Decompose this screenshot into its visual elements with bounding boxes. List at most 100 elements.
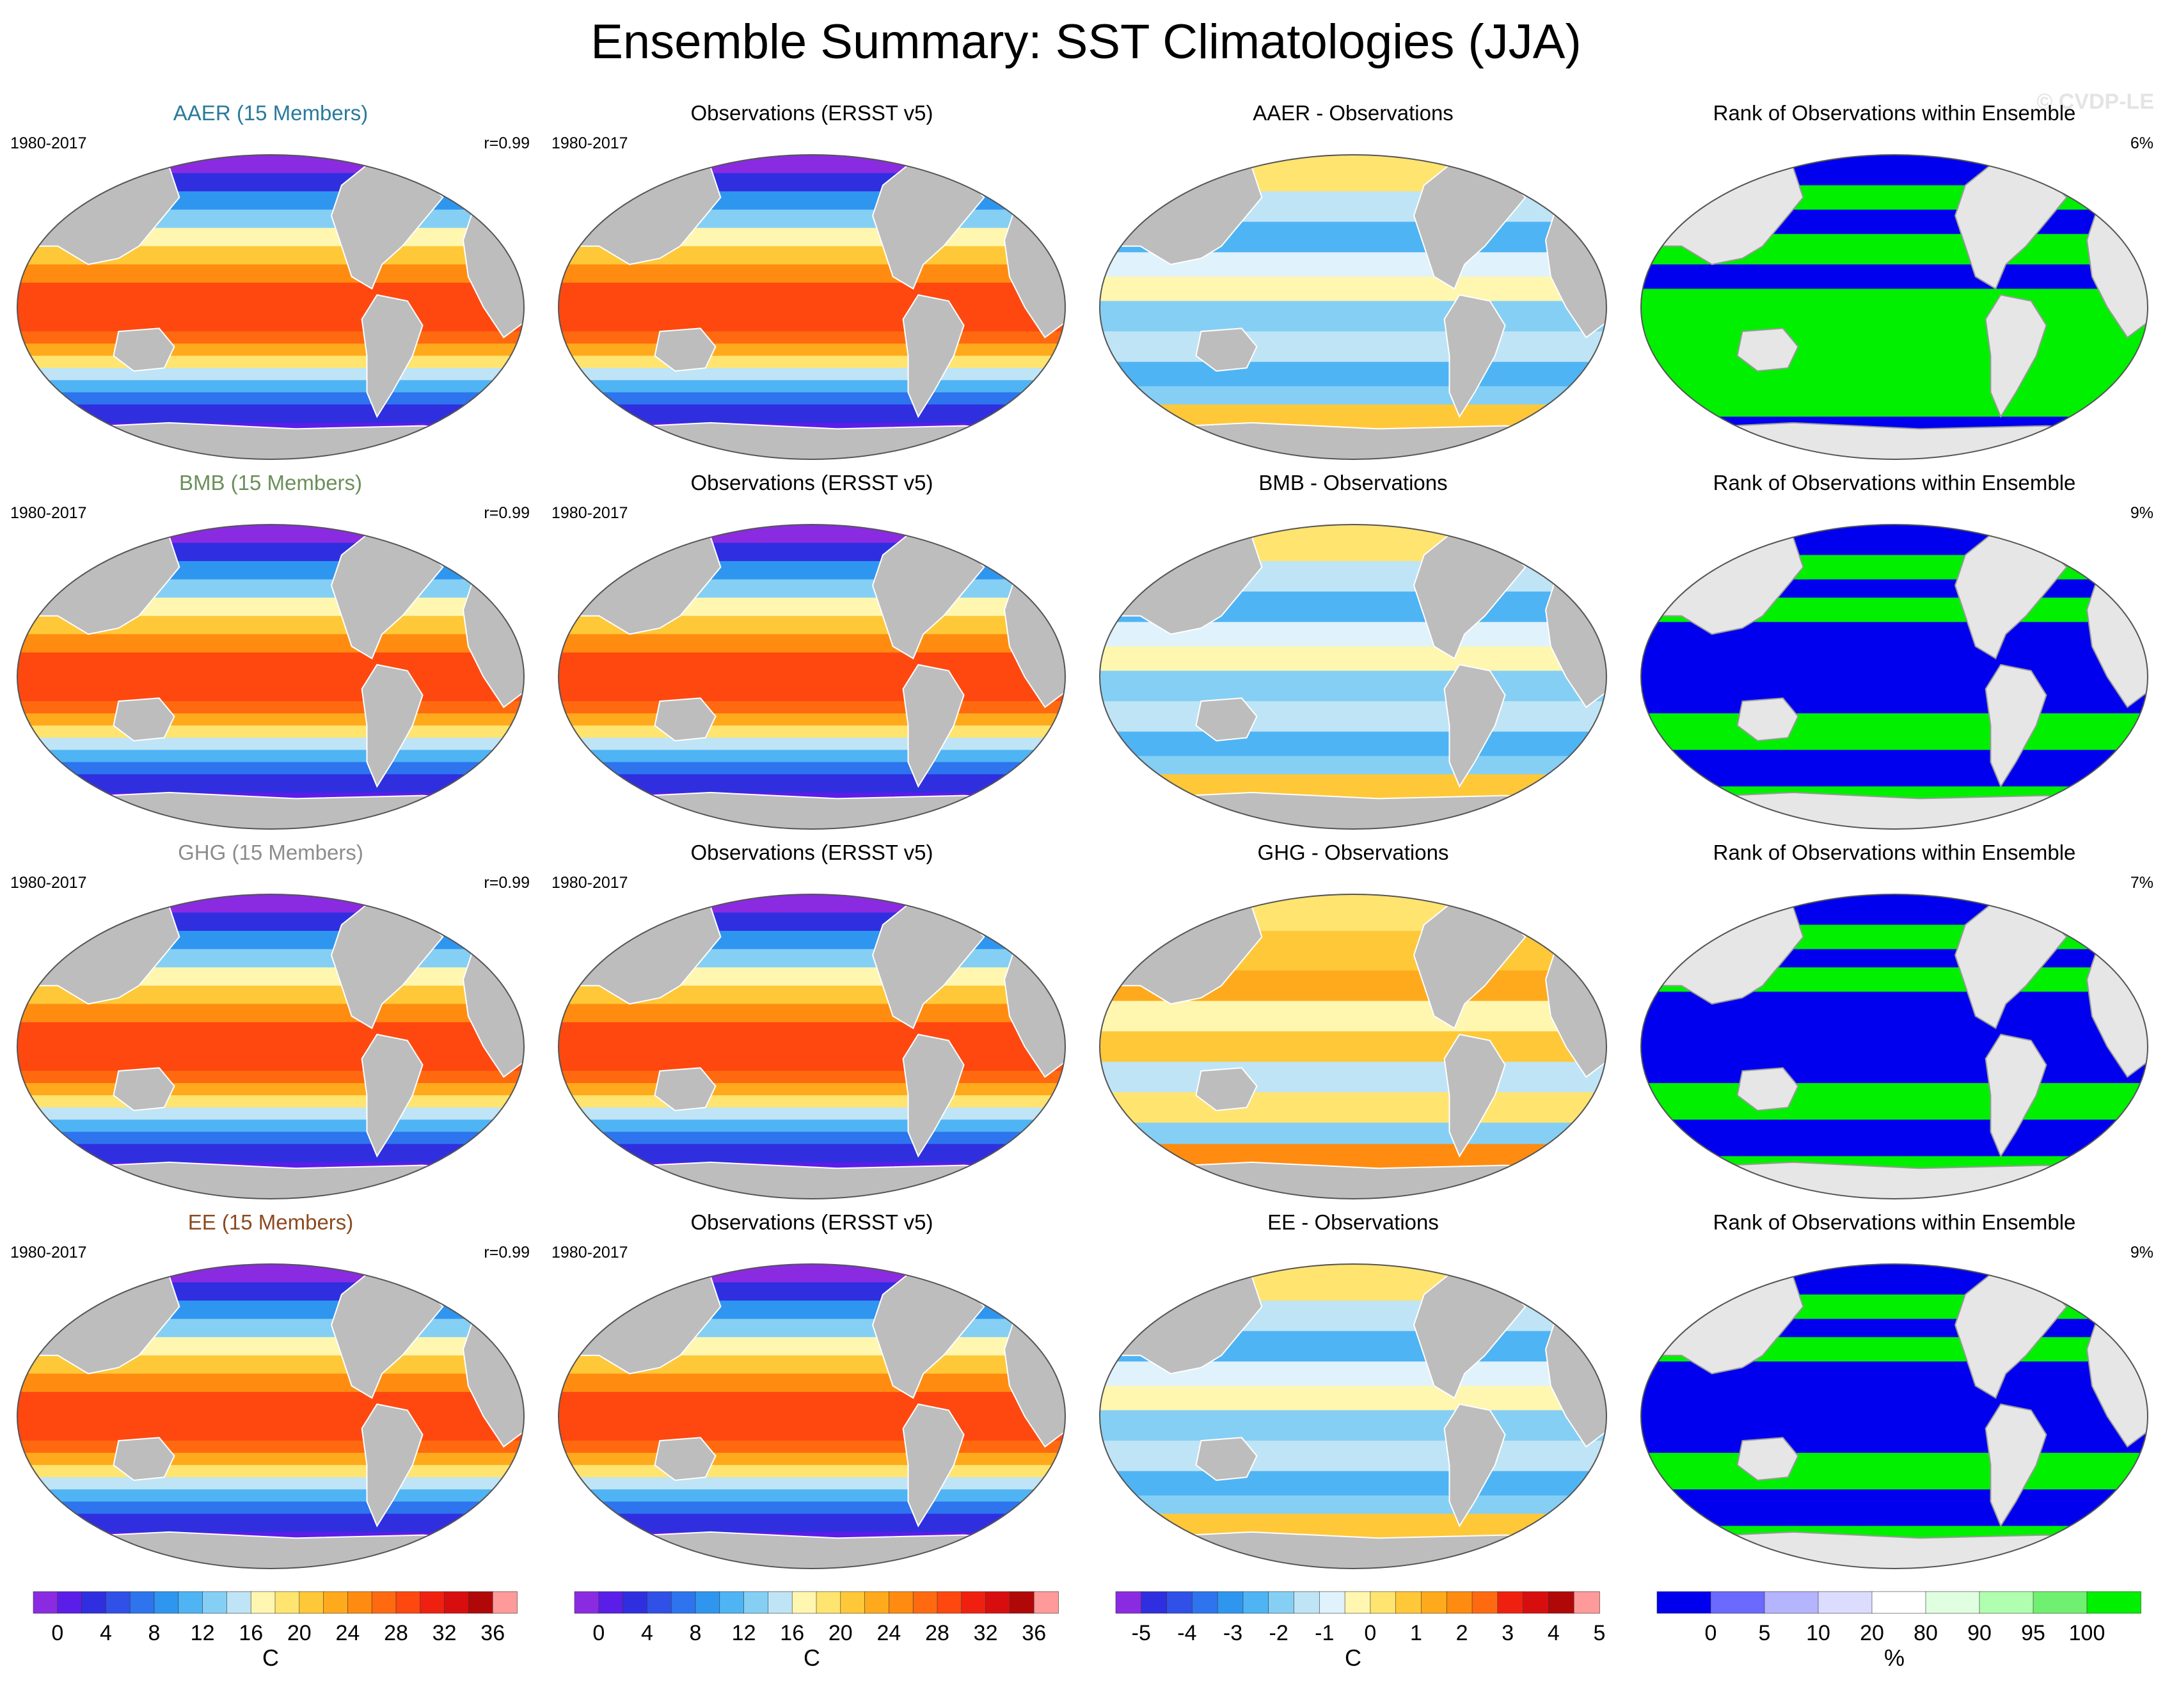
- colorbar-swatch: [1370, 1591, 1397, 1614]
- colorbar-tick-label: 16: [780, 1621, 804, 1645]
- field-band: [559, 1083, 1065, 1096]
- map-panel-diff: AAER - Observations: [1082, 96, 1624, 466]
- field-band: [17, 1264, 524, 1283]
- field-band: [17, 356, 524, 369]
- map-outline: [17, 524, 525, 830]
- field-band: [17, 1422, 524, 1442]
- colorbar-swatch: [1115, 1591, 1142, 1614]
- colorbar-sst: 0 4 8 12 16 20 24 28 32 36 C: [0, 1580, 541, 1708]
- field-band: [1100, 1264, 1606, 1302]
- land-mass: [583, 1531, 1056, 1569]
- field-band: [17, 1022, 524, 1054]
- field-band: [1641, 1453, 2148, 1491]
- field-band: [559, 912, 1065, 932]
- field-band: [1100, 404, 1606, 430]
- colorbar-swatch: [743, 1591, 769, 1614]
- colorbar-unit-label: C: [262, 1645, 279, 1671]
- colorbar-swatch: [1979, 1591, 2034, 1614]
- colorbar-tick-label: 24: [335, 1621, 360, 1645]
- colorbar-swatch: [1217, 1591, 1244, 1614]
- field-band: [17, 1119, 524, 1133]
- land-mass: [654, 697, 717, 742]
- colorbar-tick-label: 0: [51, 1621, 63, 1645]
- land-mass: [113, 1437, 175, 1482]
- map-field: [559, 155, 1065, 459]
- land-mass: [361, 1033, 424, 1158]
- period-label: 1980-2017: [551, 1244, 628, 1261]
- colorbar-swatch: [2033, 1591, 2088, 1614]
- field-band: [17, 282, 524, 314]
- field-band: [1100, 701, 1606, 732]
- field-band: [1641, 1489, 2148, 1527]
- colorbar-swatch: [1497, 1591, 1524, 1614]
- field-band: [1641, 289, 2148, 418]
- map-outline: [1099, 154, 1607, 460]
- field-band: [1100, 301, 1606, 333]
- land-mass: [361, 1403, 424, 1528]
- colorbar-tick-label: 10: [1806, 1621, 1830, 1645]
- world-map: [558, 1263, 1066, 1569]
- field-band: [1100, 1144, 1606, 1169]
- colorbar-swatch: [1395, 1591, 1422, 1614]
- field-band: [17, 1465, 524, 1478]
- field-band: [1100, 894, 1606, 932]
- map-outline: [1640, 1263, 2148, 1569]
- colorbar-swatch: [1871, 1591, 1926, 1614]
- map-field: [17, 894, 524, 1199]
- field-band: [559, 1501, 1065, 1515]
- colorbar-tick-label: 0: [592, 1621, 605, 1645]
- field-band: [17, 1004, 524, 1023]
- colorbar-tick-label: 24: [876, 1621, 901, 1645]
- map-panel-diff: GHG - Observations: [1082, 835, 1624, 1205]
- colorbar-swatch: [2086, 1591, 2141, 1614]
- colorbar-tick-label: 20: [287, 1621, 312, 1645]
- map-panel-rank: Rank of Observations within Ensemble 9%: [1624, 1205, 2165, 1575]
- field-band: [559, 683, 1065, 702]
- world-map: [17, 894, 525, 1199]
- colorbar-swatch: [1141, 1591, 1168, 1614]
- field-band: [559, 380, 1065, 393]
- field-band: [559, 282, 1065, 314]
- land-mass: [654, 1437, 717, 1482]
- colorbar-swatch: [937, 1591, 962, 1614]
- colorbar-swatch: [961, 1591, 987, 1614]
- field-band: [559, 750, 1065, 763]
- colorbar-swatch: [1764, 1591, 1819, 1614]
- world-map: [1640, 524, 2148, 830]
- land-mass: [902, 294, 965, 418]
- field-band: [1641, 713, 2148, 751]
- colorbar-swatch: [670, 1591, 696, 1614]
- land-mass: [902, 663, 965, 788]
- colorbar-swatch: [574, 1591, 599, 1614]
- period-label: 1980-2017: [10, 134, 87, 152]
- colorbar-diff: -5 -4 -3 -2 -1 0 1 2 3 4 5 C: [1082, 1580, 1624, 1708]
- map-outline: [1640, 894, 2148, 1199]
- field-band: [1100, 731, 1606, 757]
- panel-title: Rank of Observations within Ensemble: [1713, 101, 2076, 125]
- field-band: [17, 738, 524, 751]
- field-band: [559, 725, 1065, 739]
- map-panel-rank: Rank of Observations within Ensemble 9%: [1624, 466, 2165, 835]
- land-mass: [902, 1403, 965, 1528]
- field-band: [17, 713, 524, 727]
- colorbar-swatch: [226, 1591, 251, 1614]
- field-band: [559, 542, 1065, 562]
- land-mass: [361, 294, 424, 418]
- land-mass: [1666, 1531, 2138, 1569]
- field-band: [559, 392, 1065, 406]
- field-band: [559, 894, 1065, 913]
- field-band: [559, 701, 1065, 715]
- field-band: [559, 525, 1065, 544]
- field-band: [559, 1022, 1065, 1054]
- map-outline: [1099, 1263, 1607, 1569]
- colorbar-swatch: [347, 1591, 373, 1614]
- colorbar-tick-label: 12: [732, 1621, 756, 1645]
- field-band: [1100, 276, 1606, 302]
- rank-percent-label: 9%: [2130, 504, 2153, 522]
- map-field: [1100, 525, 1606, 829]
- colorbar-swatch: [129, 1591, 155, 1614]
- colorbar-tick-label: 1: [1410, 1621, 1422, 1645]
- map-outline: [17, 154, 525, 460]
- field-band: [17, 912, 524, 932]
- land-mass: [42, 791, 514, 829]
